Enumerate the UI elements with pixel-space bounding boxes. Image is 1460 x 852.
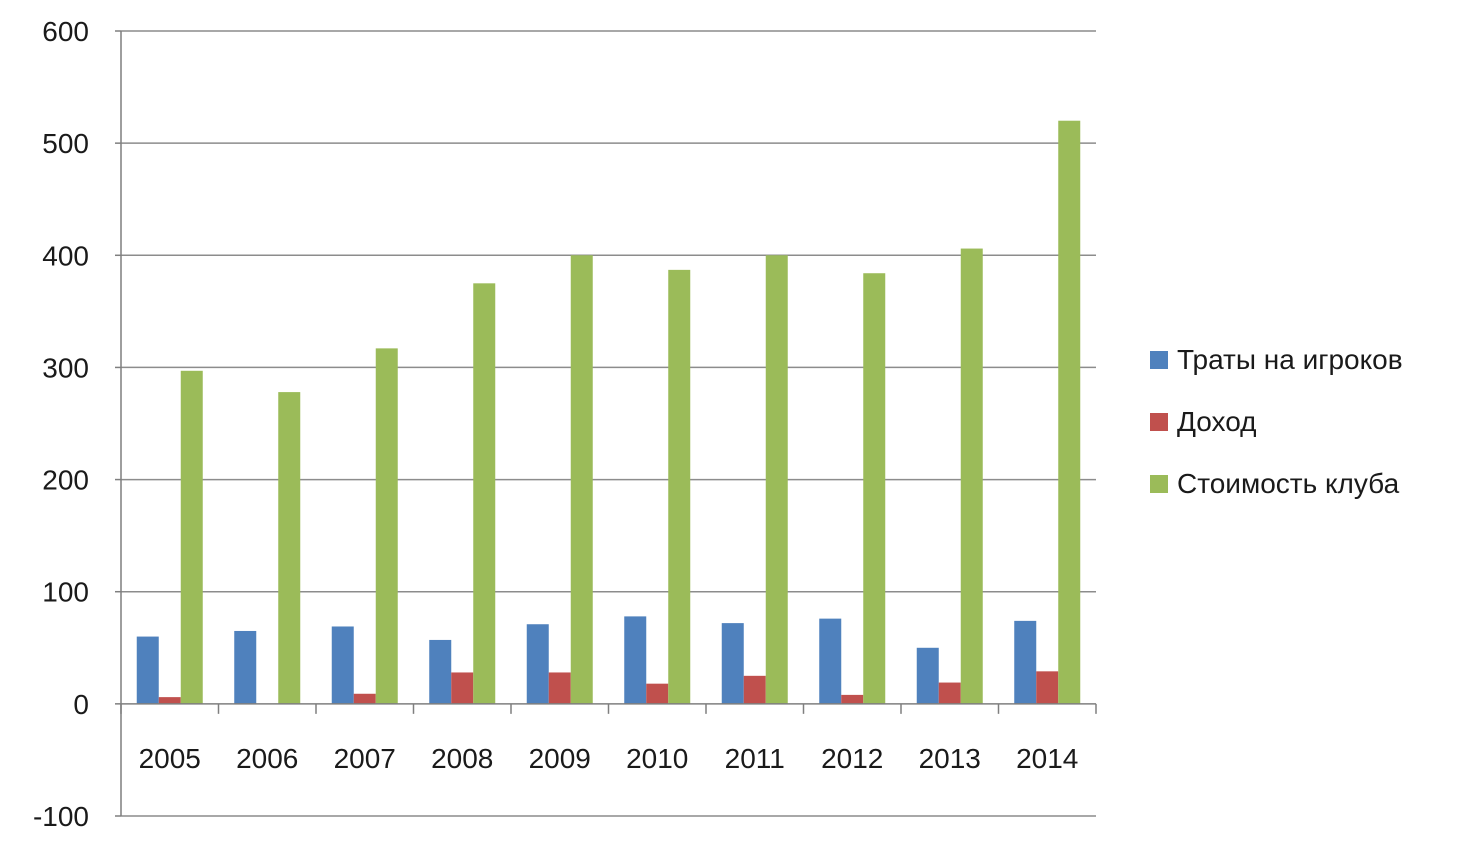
- y-tick-label: 0: [73, 689, 89, 720]
- bar: [158, 697, 181, 704]
- bar: [375, 348, 398, 704]
- y-tick-label: 100: [42, 577, 89, 608]
- bar: [234, 630, 257, 704]
- bar: [624, 616, 647, 704]
- bar: [331, 626, 354, 704]
- bar: [429, 639, 452, 704]
- bar: [721, 623, 744, 704]
- y-tick-label: 200: [42, 465, 89, 496]
- y-tick-label: 300: [42, 352, 89, 383]
- y-tick-label: -100: [33, 801, 89, 832]
- legend: Траты на игроков Доход Стоимость клуба: [1150, 340, 1403, 526]
- bar: [743, 675, 766, 704]
- x-tick-label: 2013: [919, 743, 981, 774]
- x-tick-label: 2007: [334, 743, 396, 774]
- bars: [136, 120, 1081, 704]
- x-tick-label: 2006: [236, 743, 298, 774]
- x-tick-label: 2005: [139, 743, 201, 774]
- legend-swatch: [1150, 413, 1168, 431]
- bar: [960, 248, 983, 704]
- bar: [526, 624, 549, 704]
- bar: [1058, 120, 1081, 704]
- bar: [548, 672, 571, 704]
- legend-item: Траты на игроков: [1150, 340, 1403, 380]
- bar: [938, 682, 961, 704]
- bar: [916, 647, 939, 704]
- bar: [1036, 671, 1059, 704]
- bar: [765, 255, 788, 704]
- x-tick-label: 2012: [821, 743, 883, 774]
- bar: [646, 683, 669, 704]
- bar: [353, 693, 376, 704]
- bar: [180, 370, 203, 704]
- bar: [1014, 620, 1037, 704]
- bar: [451, 672, 474, 704]
- legend-item: Стоимость клуба: [1150, 464, 1403, 504]
- x-tick-label: 2011: [725, 743, 785, 774]
- x-tick-label: 2014: [1016, 743, 1078, 774]
- x-tick-labels: 2005 2006 2007 2008 2009 2010 2011 2012 2013 2014: [139, 743, 1079, 774]
- x-tick-label: 2010: [626, 743, 688, 774]
- legend-label: Доход: [1177, 406, 1257, 437]
- bar: [863, 273, 886, 704]
- bar: [841, 694, 864, 704]
- bar: [278, 392, 301, 704]
- legend-item: Доход: [1150, 402, 1403, 442]
- bar: [473, 283, 496, 704]
- x-tick-label: 2009: [529, 743, 591, 774]
- legend-label: Траты на игроков: [1177, 344, 1403, 375]
- bar: [570, 255, 593, 704]
- x-tick-label: 2008: [431, 743, 493, 774]
- legend-swatch: [1150, 475, 1168, 493]
- y-tick-label: 400: [42, 240, 89, 271]
- y-tick-label: 600: [42, 16, 89, 47]
- y-tick-labels: -100 0 100 200 300 400 500 600: [33, 16, 89, 832]
- legend-label: Стоимость клуба: [1177, 468, 1400, 499]
- axes: [115, 30, 1097, 817]
- bar: [136, 636, 159, 704]
- legend-swatch: [1150, 351, 1168, 369]
- bar: [819, 618, 842, 704]
- bar: [668, 269, 691, 704]
- y-tick-label: 500: [42, 128, 89, 159]
